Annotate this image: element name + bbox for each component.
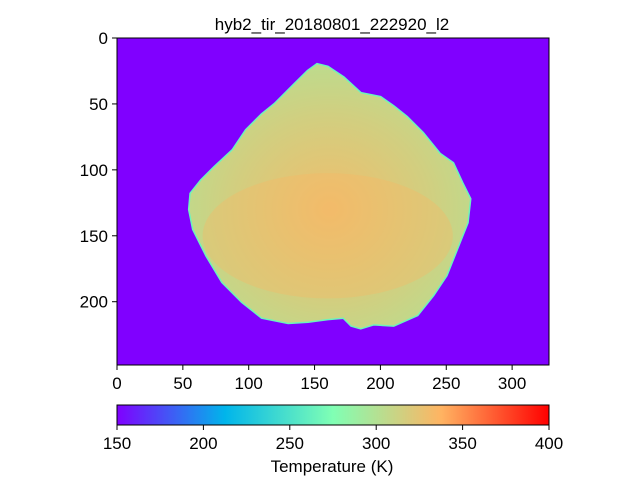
colorbar-tick-label: 200	[189, 434, 217, 453]
x-axis: 0 50 100 150 200 250 300	[112, 365, 526, 393]
colorbar-tick-label: 350	[448, 434, 476, 453]
x-tick-label: 150	[300, 374, 328, 393]
y-tick-label: 200	[80, 293, 108, 312]
y-tick-label: 0	[99, 29, 108, 48]
colorbar-tick-label: 300	[362, 434, 390, 453]
plot-frame	[116, 37, 550, 366]
colorbar-gradient	[116, 404, 550, 426]
y-tick-label: 50	[89, 95, 108, 114]
asteroid-surface	[189, 64, 470, 329]
colorbar: 150 200 250 300 350 400	[103, 404, 563, 453]
asteroid-warm-band	[202, 173, 453, 299]
y-tick-label: 150	[80, 227, 108, 246]
x-tick-label: 250	[432, 374, 460, 393]
x-tick-label: 200	[366, 374, 394, 393]
colorbar-tick-label: 150	[103, 434, 131, 453]
chart-title: hyb2_tir_20180801_222920_l2	[215, 15, 449, 34]
x-tick-label: 50	[173, 374, 192, 393]
colorbar-tick-label: 400	[535, 434, 563, 453]
x-tick-label: 0	[112, 374, 121, 393]
y-tick-label: 100	[80, 161, 108, 180]
y-axis: 0 50 100 150 200	[80, 29, 117, 312]
colorbar-label: Temperature (K)	[271, 457, 394, 476]
x-tick-label: 300	[498, 374, 526, 393]
colorbar-tick-label: 250	[276, 434, 304, 453]
x-tick-label: 100	[235, 374, 263, 393]
plot-area	[116, 37, 550, 366]
